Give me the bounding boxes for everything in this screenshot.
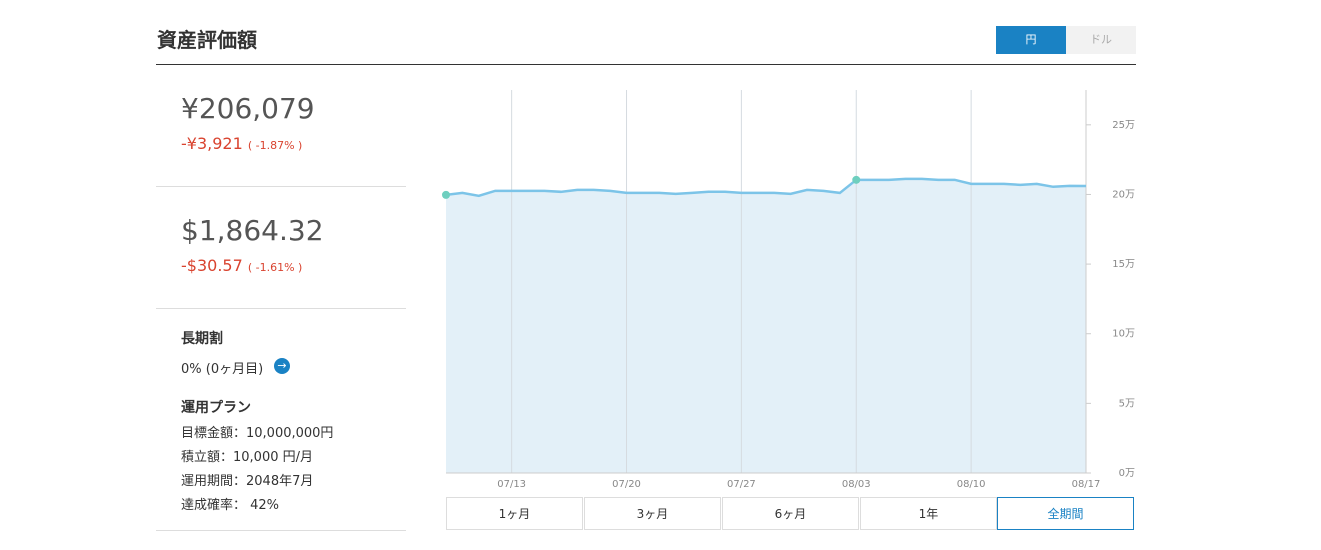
plan-row: 運用期間：2048年7月 — [181, 474, 314, 489]
toggle-yen[interactable]: 円 — [996, 26, 1066, 54]
x-tick-label: 08/10 — [957, 479, 986, 490]
separator — [156, 530, 406, 531]
separator — [156, 186, 406, 187]
change-percent: ( -1.61% ) — [247, 261, 303, 274]
plan-rows: 目標金額：10,000,000円 積立額：10,000 円/月 運用期間：204… — [181, 422, 333, 518]
plan-row: 達成確率： 42% — [181, 498, 280, 513]
change-value: -¥3,921 — [181, 134, 243, 153]
amount: $1,864.32 — [181, 214, 324, 247]
change: -$30.57 ( -1.61% ) — [181, 256, 302, 275]
plan-row: 目標金額：10,000,000円 — [181, 426, 334, 441]
amount: ¥206,079 — [181, 92, 315, 125]
separator — [156, 308, 406, 309]
period-button-active[interactable]: 全期間 — [997, 497, 1134, 530]
change-percent: ( -1.87% ) — [247, 139, 303, 152]
period-button[interactable]: 3ヶ月 — [584, 497, 721, 530]
y-tick-label: 25万 — [1112, 120, 1135, 131]
plan-title: 運用プラン — [181, 400, 251, 416]
x-tick-label: 08/03 — [842, 479, 871, 490]
y-tick-label: 5万 — [1119, 398, 1135, 409]
x-tick-label: 07/20 — [612, 479, 641, 490]
marker — [442, 190, 450, 199]
line — [445, 177, 1087, 198]
plan-row: 積立額：10,000 円/月 — [181, 450, 313, 465]
period-button[interactable]: 6ヶ月 — [722, 497, 859, 530]
chart: 07/13 07/20 07/27 08/03 08/10 08/17 0万 5万 10万 15万… — [442, 90, 1135, 490]
period-button[interactable]: 1ヶ月 — [446, 497, 583, 530]
x-tick-label: 07/27 — [727, 479, 756, 490]
y-tick-label: 0万 — [1119, 468, 1135, 479]
title: 資産評価額 — [157, 28, 257, 52]
period-button[interactable]: 1年 — [860, 497, 997, 530]
change-value: -$30.57 — [181, 256, 243, 275]
toggle-usd[interactable]: ドル — [1066, 26, 1136, 54]
discount-value: 0% (0ヶ月目) — [181, 362, 264, 377]
discount-title: 長期割 — [181, 331, 223, 347]
change: -¥3,921 ( -1.87% ) — [181, 134, 302, 153]
marker — [852, 175, 861, 184]
area — [446, 178, 1086, 473]
y-tick-label: 20万 — [1112, 189, 1135, 200]
x-tick-label: 07/13 — [497, 479, 526, 490]
x-tick-label: 08/17 — [1072, 479, 1101, 490]
divider — [156, 64, 1136, 65]
arrow-button[interactable]: → — [274, 358, 290, 374]
y-tick-label: 15万 — [1112, 259, 1135, 270]
y-tick-label: 10万 — [1112, 329, 1135, 340]
